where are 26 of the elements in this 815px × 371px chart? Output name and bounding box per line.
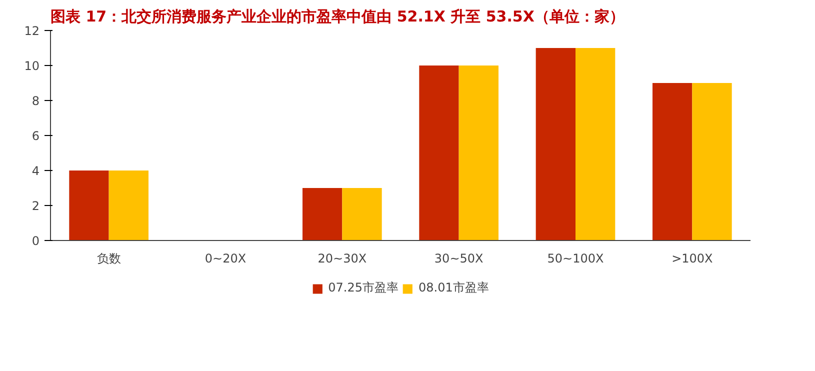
y-tick-label: 12 [24, 24, 40, 38]
y-tick-label: 0 [32, 234, 40, 248]
x-tick-label: 0~20X [204, 252, 246, 266]
x-tick-label: 20~30X [318, 252, 367, 266]
x-tick-label: 负数 [96, 252, 121, 266]
bar [576, 48, 616, 240]
bar [458, 66, 498, 240]
legend-label: 08.01市盈率 [418, 280, 489, 296]
y-tick-label: 4 [32, 164, 40, 178]
chart-title: 图表 17：北交所消费服务产业企业的市盈率中值由 52.1X 升至 53.5X（单位：家） [50, 8, 624, 26]
y-tick-label: 8 [32, 94, 40, 108]
legend-label: 07.25市盈率 [328, 280, 398, 296]
bar [536, 48, 576, 240]
x-tick-label: 50~100X [547, 252, 604, 266]
bar [652, 83, 692, 240]
bar [692, 83, 732, 240]
x-tick-label: 30~50X [434, 252, 484, 266]
bar [419, 66, 459, 240]
bar [302, 188, 342, 240]
x-tick-label: >100X [672, 252, 713, 266]
y-tick-label: 10 [24, 59, 40, 73]
bar [69, 170, 109, 240]
y-tick-label: 6 [32, 129, 40, 143]
y-tick-label: 2 [32, 199, 40, 213]
bar [108, 170, 148, 240]
bar [342, 188, 382, 240]
